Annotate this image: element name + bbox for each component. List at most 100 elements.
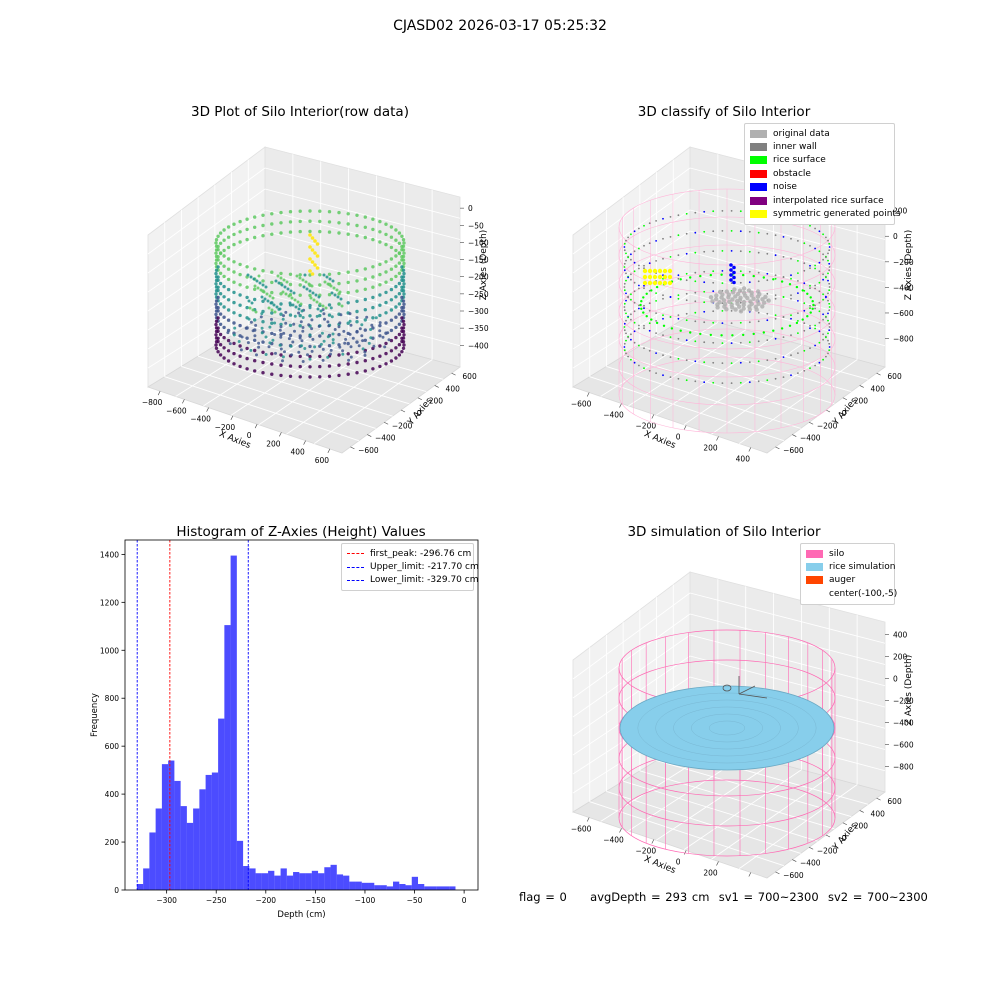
wall-point [655, 320, 657, 322]
data-point [329, 352, 332, 356]
data-point [214, 258, 219, 262]
data-point [394, 284, 398, 289]
data-point [394, 254, 398, 258]
wall-point [712, 230, 715, 233]
plot-frame [124, 539, 479, 891]
data-point [322, 273, 326, 277]
data-point [397, 353, 402, 357]
data-point [288, 374, 293, 378]
data-point [363, 359, 367, 363]
wall-point [774, 337, 777, 340]
data-point [260, 312, 264, 316]
data-point [400, 255, 404, 259]
data-point [321, 347, 325, 351]
data-point [402, 251, 406, 255]
data-point [389, 225, 394, 229]
data-point [298, 313, 302, 318]
data-point [214, 261, 218, 266]
wall-point [623, 286, 626, 288]
z-tick-label: −100 [468, 238, 489, 247]
rice-point [801, 318, 804, 321]
y-tick [859, 810, 864, 813]
gridline [689, 613, 886, 665]
data-point [384, 311, 388, 315]
data-point [216, 255, 220, 259]
data-point [343, 341, 347, 345]
data-point [386, 331, 390, 335]
gridline [198, 355, 393, 417]
data-point [310, 248, 315, 252]
x-tick-label: −800 [142, 398, 163, 407]
data-point [371, 305, 375, 310]
gridline [655, 761, 774, 841]
data-point [226, 235, 231, 239]
legend-item: first_peak: -296.76 cm [347, 547, 471, 560]
data-point [400, 275, 404, 279]
data-point [218, 343, 223, 347]
wall-point [774, 297, 777, 300]
data-point [274, 279, 278, 283]
data-point [349, 355, 353, 359]
data-point [279, 325, 283, 329]
histogram-bars [136, 555, 456, 890]
wall-point [782, 276, 785, 278]
data-point [214, 241, 218, 245]
histogram-bar [168, 760, 175, 890]
status-line: flag = 0 avgDepth = 293 cm sv1 = 700~230… [519, 890, 928, 904]
wall-point [828, 306, 831, 308]
wall-point [648, 322, 651, 325]
wall-point [822, 298, 824, 301]
wall-point [809, 307, 811, 310]
data-point [310, 272, 315, 276]
rice-simulation-grid [655, 699, 799, 757]
data-point [327, 313, 332, 317]
z-tick-label: −150 [468, 256, 489, 265]
data-point [346, 372, 350, 376]
rice-simulation-grid [691, 713, 763, 743]
gridline [147, 230, 266, 312]
data-point [273, 321, 277, 325]
data-point [400, 316, 404, 320]
gridline [623, 355, 818, 417]
data-point [340, 304, 344, 308]
rice-simulation-grid [708, 720, 746, 736]
data-point [254, 323, 258, 327]
y-tick [792, 434, 797, 437]
symmetric-point [647, 268, 653, 274]
wall-point [766, 279, 769, 282]
x-tick [619, 403, 622, 408]
wall-point [633, 301, 636, 304]
wall-point [739, 361, 742, 364]
y-tick-label: −200 [817, 846, 838, 855]
data-point [348, 312, 352, 316]
data-point [297, 307, 301, 311]
data-point [318, 375, 322, 379]
wall-point [694, 340, 697, 343]
data-point [261, 320, 265, 324]
z-tick-label: −300 [468, 307, 489, 316]
wall-point [625, 352, 627, 355]
y-tick [417, 397, 422, 400]
data-point [285, 280, 289, 284]
data-point [283, 285, 287, 289]
rice-point [699, 274, 702, 278]
auger-axis [738, 685, 756, 695]
rice-point [640, 307, 643, 310]
gridline [181, 365, 376, 429]
x-tick [254, 423, 258, 429]
wall-point [677, 234, 680, 237]
x-tick-label: −400 [190, 415, 211, 424]
auger-marker [722, 684, 732, 692]
data-point [389, 298, 394, 302]
wall-point [828, 266, 831, 268]
wall-point [703, 381, 706, 384]
wall-point [623, 346, 626, 348]
data-point [252, 277, 256, 281]
data-point [363, 350, 367, 354]
histogram-bar [218, 718, 225, 890]
data-point [255, 279, 259, 283]
data-point [218, 292, 223, 296]
wall-point [818, 281, 821, 284]
legend-swatch [750, 169, 767, 178]
